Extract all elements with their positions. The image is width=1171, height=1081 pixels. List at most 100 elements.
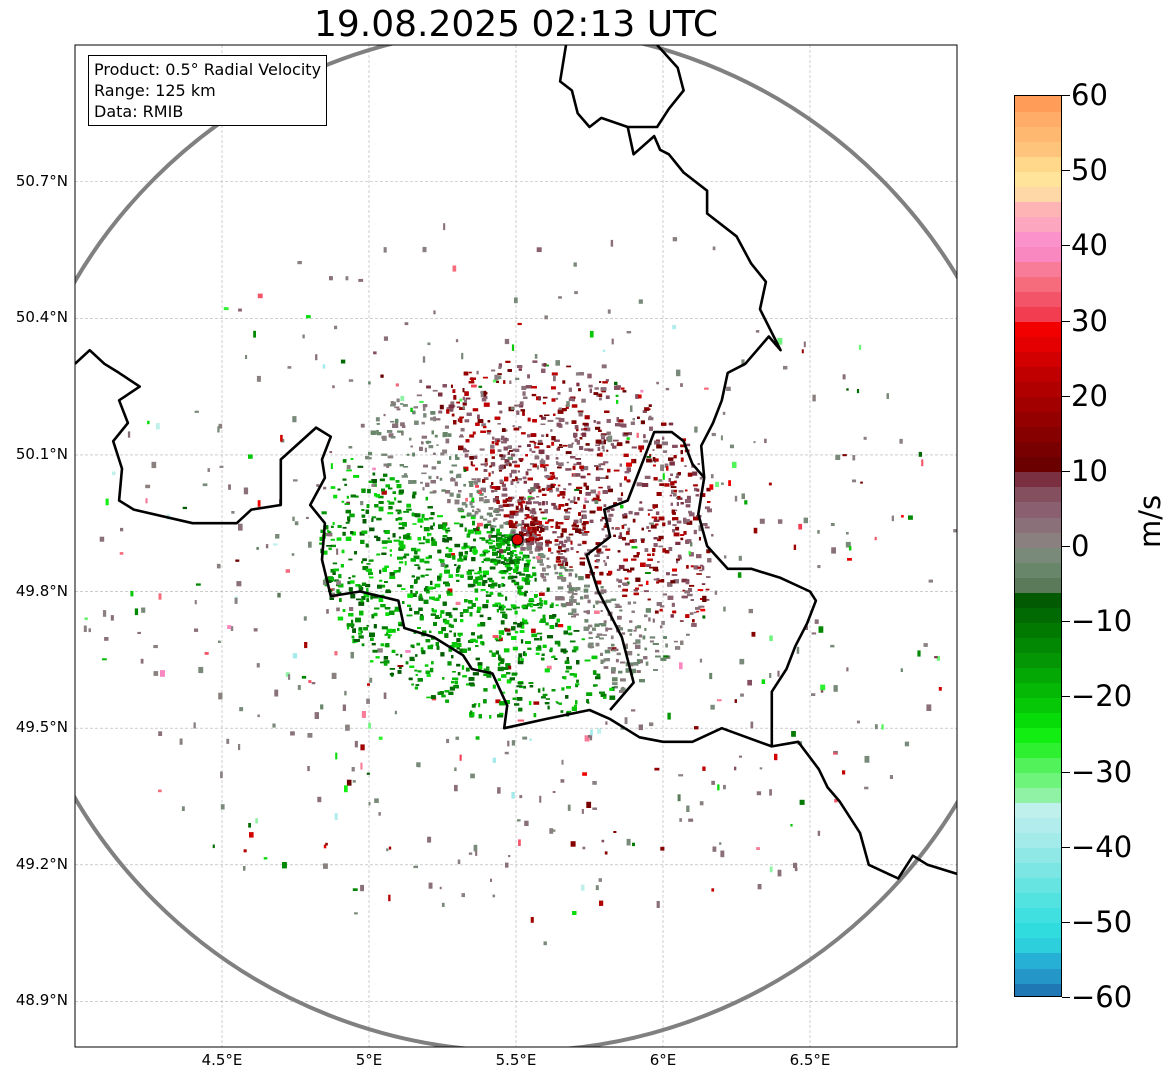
echo-cell: [380, 661, 386, 664]
echo-cell: [484, 458, 488, 463]
echo-cell: [519, 401, 524, 406]
echo-cell: [518, 531, 523, 535]
echo-cell: [619, 689, 624, 693]
echo-cell: [589, 510, 596, 514]
echo-cell: [557, 586, 564, 590]
echo-cell: [692, 619, 695, 623]
echo-cell: [455, 457, 460, 460]
echo-cell: [539, 636, 543, 641]
echo-cell: [346, 623, 353, 627]
echo-cell: [528, 497, 531, 502]
echo-cell: [555, 701, 558, 703]
echo-cell: [376, 553, 381, 556]
echo-cell: [478, 385, 483, 388]
echo-cell: [376, 536, 381, 542]
echo-cell: [419, 558, 425, 563]
echo-cell: [563, 488, 567, 491]
echo-cell: [479, 497, 484, 502]
echo-cell: [576, 486, 583, 489]
echo-cell: [512, 511, 519, 516]
echo-cell: [534, 547, 541, 552]
echo-cell: [634, 512, 640, 516]
echo-cell: [445, 438, 450, 444]
echo-cell: [656, 581, 660, 584]
echo-cell: [427, 645, 433, 650]
echo-cell: [559, 564, 565, 569]
echo-cell: [473, 528, 477, 532]
echo-cell: [667, 520, 671, 525]
echo-cell: [503, 667, 509, 670]
echo-cell: [398, 624, 405, 627]
echo-cell: [551, 502, 556, 506]
echo-cell: [525, 385, 532, 389]
echo-cell: [531, 393, 537, 397]
echo-cell: [689, 612, 694, 615]
echo-cell: [676, 502, 679, 506]
echo-cell: [445, 530, 451, 532]
echo-cell: [491, 482, 494, 485]
echo-cell: [609, 695, 616, 700]
echo-cell: [584, 594, 589, 599]
echo-cell: [381, 626, 388, 630]
echo-cell: [425, 556, 430, 560]
echo-cell: [416, 642, 421, 646]
echo-cell: [470, 683, 475, 687]
echo-cell: [436, 444, 439, 446]
echo-cell: [406, 533, 411, 535]
echo-cell: [642, 410, 647, 413]
echo-cell: [565, 503, 569, 506]
echo-cell: [342, 478, 347, 481]
echo-cell: [395, 653, 399, 656]
echo-cell: [614, 685, 618, 689]
echo-cell: [633, 662, 639, 666]
echo-cell: [467, 606, 474, 609]
echo-cell: [584, 659, 591, 662]
echo-cell: [361, 488, 366, 493]
echo-cell: [631, 610, 635, 613]
echo-cell: [503, 380, 506, 384]
echo-cell: [670, 502, 673, 506]
echo-cell: [701, 566, 705, 571]
echo-cell: [519, 458, 523, 462]
echo-cell: [440, 563, 446, 567]
echo-cell: [392, 533, 396, 538]
echo-cell: [471, 464, 476, 467]
echo-cell: [616, 568, 621, 571]
echo-cell: [612, 445, 617, 449]
echo-cell: [552, 531, 557, 534]
echo-cell: [501, 576, 505, 579]
echo-cell: [402, 404, 408, 407]
echo-cell: [561, 528, 567, 533]
echo-cell: [415, 654, 418, 657]
echo-cell: [548, 519, 554, 522]
echo-cell: [599, 691, 605, 694]
echo-cell: [541, 458, 544, 463]
echo-cell: [359, 610, 364, 616]
echo-cell: [373, 624, 377, 629]
echo-cell: [653, 477, 658, 481]
echo-cell: [461, 546, 467, 550]
echo-cell: [496, 556, 503, 559]
echo-cell: [534, 577, 537, 582]
echo-cell: [575, 574, 578, 578]
echo-cell: [507, 544, 511, 546]
echo-cell: [433, 622, 437, 626]
echo-cell: [443, 581, 449, 585]
echo-cell: [512, 697, 517, 700]
echo-cell: [598, 468, 604, 471]
echo-cell: [379, 579, 383, 582]
echo-cell: [566, 537, 571, 542]
echo-cell: [541, 696, 546, 699]
echo-cell: [478, 509, 481, 513]
echo-cell: [660, 657, 667, 661]
echo-cell: [417, 678, 423, 682]
echo-cell: [647, 558, 653, 561]
echo-cell: [671, 602, 675, 607]
echo-cell: [337, 488, 341, 491]
echo-cell: [459, 554, 462, 559]
echo-cell: [420, 647, 424, 652]
echo-cell: [471, 704, 476, 708]
echo-cell: [485, 594, 492, 597]
echo-cell: [626, 437, 630, 440]
echo-cell: [624, 476, 627, 481]
